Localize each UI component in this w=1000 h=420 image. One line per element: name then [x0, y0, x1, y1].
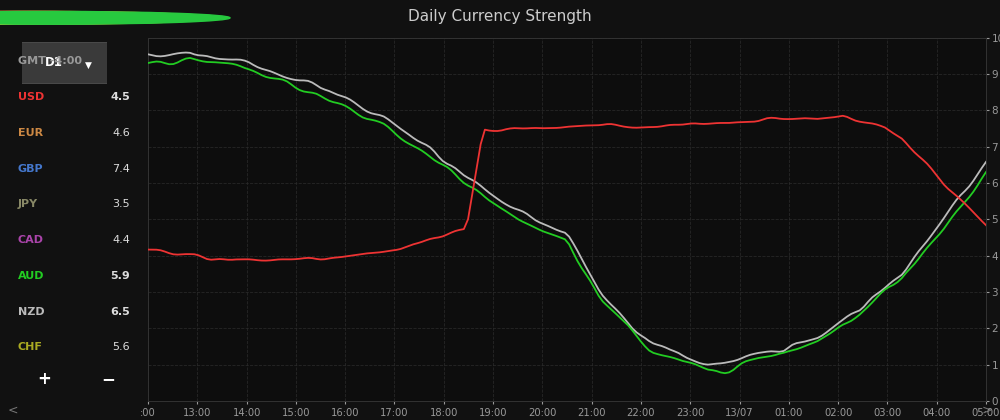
Text: NZD: NZD — [18, 307, 44, 317]
Circle shape — [0, 11, 230, 24]
Text: GBP: GBP — [18, 164, 43, 173]
Circle shape — [0, 11, 198, 24]
Text: ▼: ▼ — [85, 60, 92, 70]
Text: USD: USD — [18, 92, 44, 102]
Text: 5.9: 5.9 — [110, 271, 130, 281]
Text: D1: D1 — [45, 57, 63, 69]
Circle shape — [0, 11, 214, 24]
Text: 4.5: 4.5 — [110, 92, 130, 102]
Text: Daily Currency Strength: Daily Currency Strength — [408, 8, 592, 24]
Text: <: < — [8, 404, 18, 417]
Text: −: − — [101, 370, 115, 388]
Text: +: + — [37, 370, 51, 388]
Text: >: > — [982, 404, 992, 417]
Text: 6.5: 6.5 — [110, 307, 130, 317]
Text: ≡: ≡ — [914, 54, 928, 72]
Text: ▼: ▼ — [946, 60, 952, 70]
FancyBboxPatch shape — [19, 42, 110, 84]
Text: CAD: CAD — [18, 235, 44, 245]
Text: EUR: EUR — [18, 128, 43, 138]
Text: 4.6: 4.6 — [112, 128, 130, 138]
Text: 5.6: 5.6 — [113, 342, 130, 352]
Text: JPY: JPY — [18, 200, 38, 209]
Text: 3.5: 3.5 — [113, 200, 130, 209]
Text: 4.4: 4.4 — [112, 235, 130, 245]
Text: AUD: AUD — [18, 271, 44, 281]
Text: GMT -4:00: GMT -4:00 — [18, 56, 82, 66]
Text: 7.4: 7.4 — [112, 164, 130, 173]
Text: CHF: CHF — [18, 342, 43, 352]
